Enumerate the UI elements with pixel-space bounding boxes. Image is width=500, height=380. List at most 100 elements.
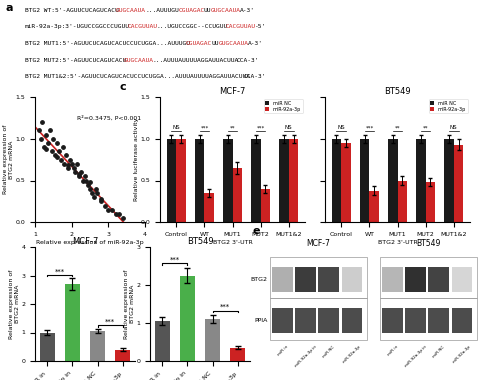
Point [50, 136, 58, 142]
Text: **: ** [395, 125, 400, 130]
Text: ***: *** [200, 125, 208, 130]
Text: A-3': A-3' [240, 8, 256, 13]
Text: ...UGUCCGGC--CCUGUU: ...UGUCCGGC--CCUGUU [156, 24, 228, 29]
Bar [454, 144, 464, 222]
Text: BTG2: BTG2 [251, 277, 268, 282]
Point [42, 146, 50, 152]
Bar [370, 190, 380, 222]
Text: c: c [120, 82, 126, 92]
Text: BTG2 MUT2:5'-AGUUCUCAGUCACU: BTG2 MUT2:5'-AGUUCUCAGUCACU [25, 58, 126, 63]
Bar [342, 267, 362, 292]
Point [58, 144, 66, 150]
Bar [444, 139, 454, 222]
Bar [342, 143, 351, 222]
Bar [279, 139, 288, 222]
Point [60, 161, 68, 167]
Point [75, 171, 83, 177]
Text: BTG2 MUT1:5'-AGUUCUCAGUCACUCCUCUGGA...AUUUGU: BTG2 MUT1:5'-AGUUCUCAGUCACUCCUCUGGA...AU… [25, 41, 190, 46]
Bar [180, 276, 195, 361]
Point [42, 131, 50, 138]
Bar [380, 298, 477, 340]
Bar [382, 308, 403, 333]
Bar [398, 180, 407, 222]
Bar [426, 182, 436, 222]
Point [86, 179, 94, 185]
Text: UU: UU [211, 41, 218, 46]
Bar [205, 319, 220, 361]
Text: A-3': A-3' [248, 41, 262, 46]
Point [44, 140, 52, 146]
Bar [428, 308, 450, 333]
Point [36, 136, 44, 142]
Legend: miR NC, miR-92a-3p: miR NC, miR-92a-3p [428, 99, 468, 113]
Point [100, 203, 108, 209]
Text: CGUAGAC: CGUAGAC [178, 8, 204, 13]
Legend: miR NC, miR-92a-3p: miR NC, miR-92a-3p [264, 99, 302, 113]
Point [40, 144, 48, 150]
Text: BTG2 MUT1&2:5'-AGUUCUCAGUCACUCCUCUGGA...AUUUAUUUUAGGAUUACUUA: BTG2 MUT1&2:5'-AGUUCUCAGUCACUCCUCUGGA...… [25, 74, 250, 79]
Y-axis label: Relative luciferase activity: Relative luciferase activity [134, 118, 139, 201]
Text: ***: *** [170, 256, 180, 263]
Point [112, 211, 120, 217]
Title: BT549: BT549 [384, 87, 411, 96]
Text: **: ** [230, 125, 235, 130]
Point [97, 198, 105, 204]
Bar [270, 298, 367, 340]
Bar [380, 257, 477, 298]
Point [94, 190, 102, 196]
Text: NS: NS [338, 125, 345, 130]
Bar [296, 308, 316, 333]
Text: miR in: miR in [386, 345, 398, 357]
Bar [272, 267, 293, 292]
Text: CGUAGAC: CGUAGAC [186, 41, 212, 46]
Point [108, 207, 116, 213]
Title: BT549: BT549 [186, 237, 214, 246]
Text: miR NC: miR NC [322, 345, 336, 358]
Bar [360, 139, 370, 222]
Bar [270, 257, 367, 298]
Point [64, 165, 72, 171]
Bar [406, 308, 426, 333]
Text: miR-92a-3p:3'-UGUCCGGCCCUGUU: miR-92a-3p:3'-UGUCCGGCCCUGUU [25, 24, 130, 29]
Text: NS: NS [450, 125, 458, 130]
Text: -5': -5' [255, 24, 266, 29]
Text: GUGCAAUA: GUGCAAUA [124, 58, 154, 63]
Text: BT549: BT549 [416, 239, 440, 249]
Bar [428, 267, 450, 292]
Text: BTG2 WT:5'-AGUUCUCAGUCACU: BTG2 WT:5'-AGUUCUCAGUCACU [25, 8, 119, 13]
Bar [406, 267, 426, 292]
Point [97, 196, 105, 202]
Text: UU: UU [204, 8, 212, 13]
Point [86, 186, 94, 192]
Bar [288, 139, 298, 222]
Bar [166, 139, 176, 222]
Point [77, 169, 85, 175]
Text: miR-92a-3p in: miR-92a-3p in [404, 345, 427, 368]
Bar [90, 331, 105, 361]
Text: ***: *** [105, 319, 116, 325]
Point [88, 190, 96, 196]
Text: miR-92a-3p: miR-92a-3p [452, 345, 472, 364]
Bar [232, 168, 242, 222]
Bar [176, 139, 186, 222]
Bar [40, 332, 54, 361]
Bar [230, 348, 246, 361]
Point [53, 140, 61, 146]
Point [90, 194, 98, 200]
Bar [452, 267, 472, 292]
Text: miR NC: miR NC [432, 345, 446, 358]
Text: miR-92a-3p: miR-92a-3p [342, 345, 362, 364]
Text: CCA-3': CCA-3' [244, 74, 266, 79]
Point [34, 127, 42, 133]
Bar [154, 321, 170, 361]
Text: a: a [5, 3, 12, 13]
Bar [416, 139, 426, 222]
Text: MCF-7: MCF-7 [306, 239, 330, 249]
Text: GUGCAAUA: GUGCAAUA [116, 8, 146, 13]
Bar [260, 189, 270, 222]
Point [48, 148, 56, 154]
Bar [272, 308, 293, 333]
Y-axis label: Relative expression of
BTG2 mRNA: Relative expression of BTG2 mRNA [4, 125, 14, 194]
Text: CACGUUAU: CACGUUAU [226, 24, 256, 29]
Point [80, 173, 88, 179]
